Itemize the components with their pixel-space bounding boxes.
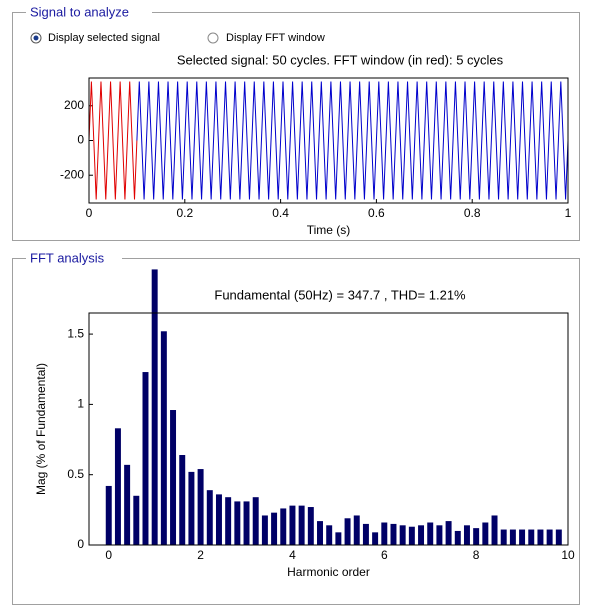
axes-background: [89, 313, 568, 545]
bar: [197, 469, 204, 545]
bar: [252, 497, 259, 545]
bar: [234, 501, 241, 545]
bar: [362, 523, 369, 545]
y-tick-label: 0: [77, 537, 84, 551]
bar: [436, 525, 443, 545]
title-gap: [26, 250, 122, 266]
bar: [326, 525, 333, 545]
bar: [170, 410, 177, 545]
bar: [206, 490, 213, 545]
x-tick-label: 6: [381, 548, 388, 562]
x-axis-label: Time (s): [307, 223, 351, 237]
bar: [179, 455, 186, 545]
y-tick-label: 1.5: [67, 326, 84, 340]
x-tick-label: 8: [473, 548, 480, 562]
bar: [317, 521, 323, 545]
bar: [509, 529, 516, 545]
chart-title: Selected signal: 50 cycles. FFT window (…: [177, 52, 504, 67]
bar: [454, 530, 461, 545]
radio-label[interactable]: Display FFT window: [226, 32, 325, 44]
x-axis-label: Harmonic order: [287, 565, 370, 579]
fft-panel-title: FFT analysis: [30, 250, 105, 265]
bar: [105, 485, 112, 545]
bar: [114, 428, 121, 545]
bar: [353, 515, 360, 545]
y-tick-label: 200: [64, 98, 84, 112]
radio-button[interactable]: [207, 32, 219, 44]
signal-panel-title: Signal to analyze: [30, 4, 129, 19]
x-tick-label: 0: [86, 206, 93, 220]
chart-title: Fundamental (50Hz) = 347.7 , THD= 1.21%: [214, 287, 466, 302]
bar: [215, 494, 222, 545]
bar: [124, 464, 131, 545]
x-tick-label: 2: [197, 548, 204, 562]
bar: [280, 508, 287, 545]
bar: [151, 269, 158, 545]
fft-panel-frame: [12, 258, 580, 605]
y-tick-label: -200: [60, 167, 84, 181]
bar: [271, 512, 278, 545]
bar: [418, 525, 425, 545]
axes-box: [88, 312, 569, 546]
signal-line: [88, 81, 138, 200]
bar: [344, 518, 351, 545]
bar: [372, 532, 379, 545]
bar: [445, 521, 452, 545]
bar: [519, 529, 526, 545]
x-tick-label: 10: [561, 548, 575, 562]
y-axis-label: Mag (% of Fundamental): [34, 363, 48, 495]
bar: [537, 529, 544, 545]
bar: [243, 501, 250, 545]
bar: [408, 526, 415, 545]
bar: [298, 505, 305, 545]
bar: [399, 525, 406, 545]
x-tick-label: 0.4: [272, 206, 289, 220]
bar: [555, 529, 562, 545]
x-tick-label: 0.8: [464, 206, 481, 220]
bar: [473, 528, 480, 545]
bar: [491, 515, 498, 545]
y-tick-label: 1: [77, 397, 84, 411]
bar: [528, 529, 535, 545]
title-gap: [26, 4, 152, 20]
bar: [289, 505, 296, 545]
bar: [307, 507, 314, 545]
bar: [482, 522, 489, 545]
bar: [463, 525, 470, 545]
bar: [188, 471, 195, 545]
radio-label[interactable]: Display selected signal: [48, 32, 160, 44]
radio-dot: [33, 35, 39, 41]
bar: [335, 532, 342, 545]
bar: [142, 372, 149, 545]
signal-line: [136, 81, 569, 200]
x-tick-label: 0.6: [368, 206, 385, 220]
x-tick-label: 1: [565, 206, 572, 220]
y-tick-label: 0.5: [67, 467, 84, 481]
y-tick-label: 0: [77, 133, 84, 147]
x-tick-label: 4: [289, 548, 296, 562]
bar: [133, 495, 140, 545]
bar: [500, 529, 507, 545]
x-tick-label: 0: [105, 548, 112, 562]
bar: [160, 331, 167, 545]
axes-box: [88, 77, 569, 204]
signal-panel-frame: [12, 12, 580, 241]
bar: [427, 522, 434, 545]
bar: [381, 522, 388, 545]
bar: [261, 515, 268, 545]
x-tick-label: 0.2: [176, 206, 193, 220]
bar: [225, 497, 232, 545]
bar: [546, 529, 553, 545]
bar: [390, 523, 397, 545]
